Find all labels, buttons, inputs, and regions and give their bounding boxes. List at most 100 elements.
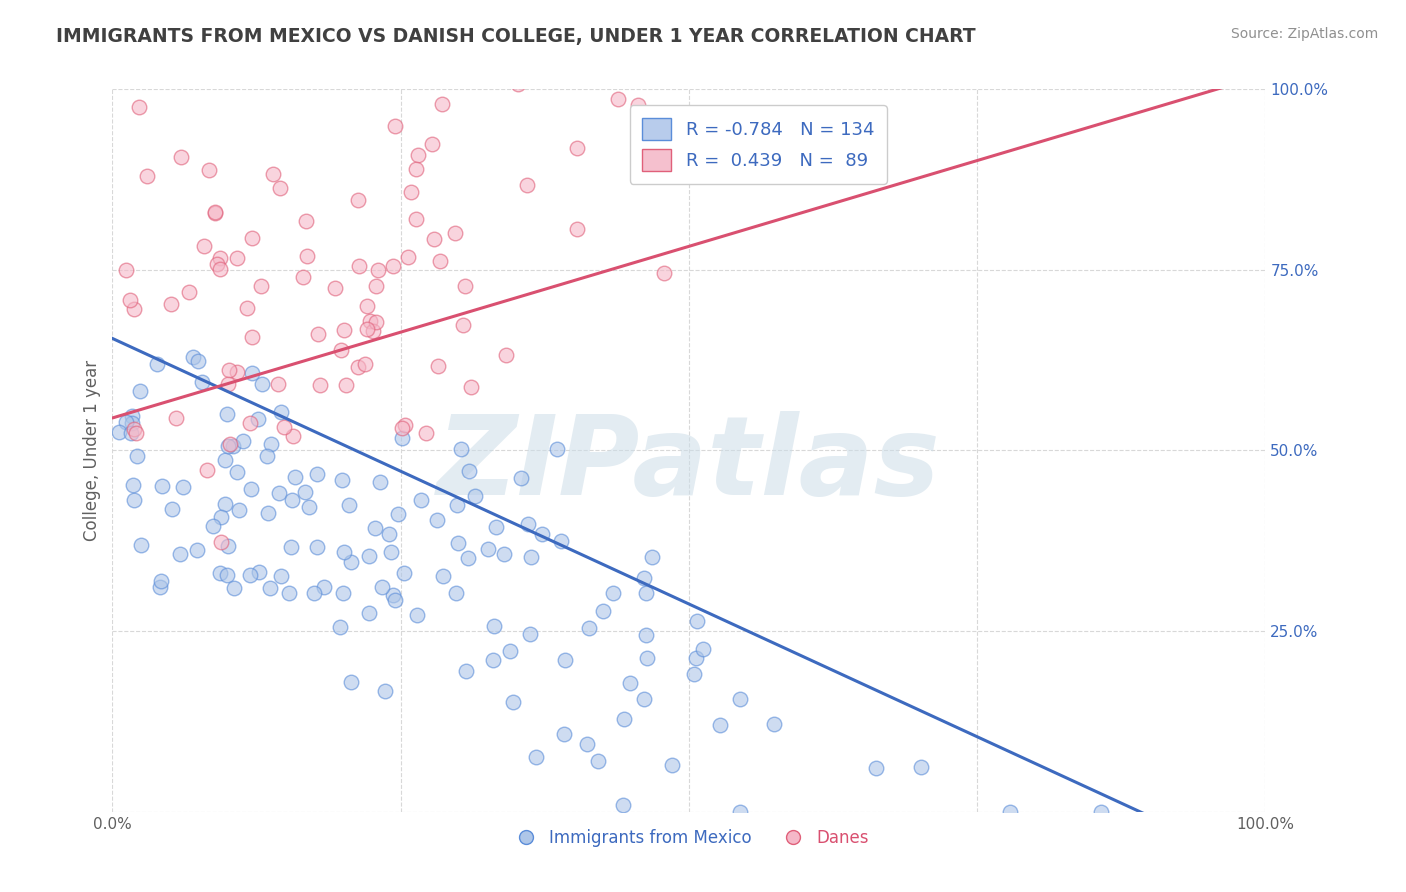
Point: [240, 367, 263, 381]
Point: [307, 326, 329, 341]
Point: [115, 415, 138, 429]
Point: [387, 507, 409, 521]
Point: [209, 510, 232, 524]
Point: [250, 376, 273, 391]
Point: [270, 405, 292, 419]
Point: [396, 250, 419, 264]
Point: [391, 431, 413, 445]
Point: [477, 542, 499, 557]
Point: [392, 566, 415, 580]
Point: [165, 411, 187, 425]
Point: [627, 98, 650, 112]
Point: [228, 502, 250, 516]
Point: [193, 238, 215, 252]
Point: [240, 231, 263, 245]
Point: [269, 181, 291, 195]
Point: [636, 585, 658, 599]
Point: [565, 222, 588, 236]
Point: [115, 262, 138, 277]
Point: [495, 348, 517, 362]
Point: [170, 150, 193, 164]
Point: [1090, 805, 1112, 819]
Point: [453, 318, 475, 333]
Point: [683, 667, 706, 681]
Point: [482, 653, 505, 667]
Point: [239, 416, 262, 430]
Point: [195, 462, 218, 476]
Point: [738, 153, 761, 167]
Point: [120, 426, 142, 441]
Point: [186, 543, 208, 558]
Point: [446, 586, 468, 600]
Point: [267, 377, 290, 392]
Point: [295, 249, 318, 263]
Point: [382, 588, 405, 602]
Point: [415, 425, 437, 440]
Point: [204, 206, 226, 220]
Point: [444, 226, 467, 240]
Point: [446, 498, 468, 512]
Point: [129, 384, 152, 398]
Point: [129, 538, 152, 552]
Point: [609, 52, 631, 66]
Point: [247, 412, 270, 426]
Point: [692, 641, 714, 656]
Point: [865, 761, 887, 775]
Point: [125, 450, 148, 464]
Point: [260, 437, 283, 451]
Point: [686, 614, 709, 628]
Point: [652, 266, 675, 280]
Point: [333, 323, 356, 337]
Point: [346, 359, 368, 374]
Point: [399, 185, 422, 199]
Point: [281, 492, 304, 507]
Point: [217, 539, 239, 553]
Point: [108, 425, 131, 439]
Point: [378, 526, 401, 541]
Point: [149, 574, 172, 588]
Point: [685, 651, 707, 665]
Point: [464, 489, 486, 503]
Point: [298, 500, 321, 514]
Point: [214, 453, 236, 467]
Point: [406, 147, 429, 161]
Point: [217, 439, 239, 453]
Point: [330, 343, 353, 357]
Point: [661, 758, 683, 772]
Point: [380, 545, 402, 559]
Text: ZIPatlas: ZIPatlas: [437, 411, 941, 518]
Point: [724, 45, 747, 60]
Point: [652, 134, 675, 148]
Point: [578, 621, 600, 635]
Point: [506, 77, 529, 91]
Point: [426, 513, 449, 527]
Point: [405, 161, 427, 176]
Point: [405, 607, 427, 622]
Point: [190, 375, 212, 389]
Point: [146, 357, 169, 371]
Point: [384, 120, 406, 134]
Point: [576, 737, 599, 751]
Point: [169, 547, 191, 561]
Point: [122, 422, 145, 436]
Point: [586, 754, 609, 768]
Point: [634, 628, 657, 642]
Point: [201, 519, 224, 533]
Point: [125, 425, 148, 440]
Point: [446, 536, 468, 550]
Point: [187, 354, 209, 368]
Point: [239, 567, 262, 582]
Point: [499, 643, 522, 657]
Point: [307, 467, 329, 481]
Point: [409, 493, 432, 508]
Point: [121, 409, 143, 423]
Point: [208, 566, 231, 580]
Point: [384, 593, 406, 607]
Point: [405, 212, 427, 227]
Point: [633, 692, 655, 706]
Point: [519, 549, 541, 564]
Point: [197, 163, 219, 178]
Point: [427, 359, 450, 374]
Text: IMMIGRANTS FROM MEXICO VS DANISH COLLEGE, UNDER 1 YEAR CORRELATION CHART: IMMIGRANTS FROM MEXICO VS DANISH COLLEGE…: [56, 27, 976, 45]
Point: [910, 759, 932, 773]
